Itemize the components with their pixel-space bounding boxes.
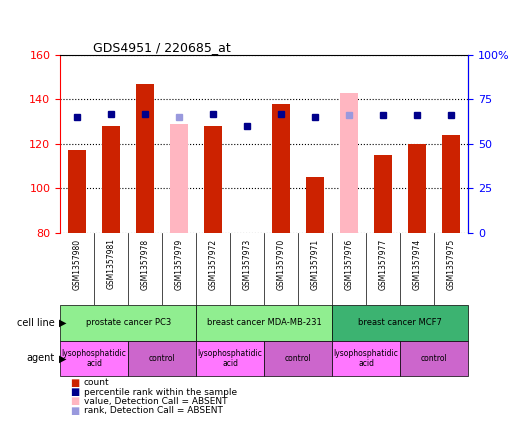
Bar xyxy=(128,341,196,376)
Bar xyxy=(204,126,222,233)
Text: control: control xyxy=(149,354,176,363)
Text: GSM1357977: GSM1357977 xyxy=(379,239,388,290)
Text: GSM1357971: GSM1357971 xyxy=(311,239,320,289)
Text: GSM1357973: GSM1357973 xyxy=(243,239,252,290)
Text: ■: ■ xyxy=(71,387,80,397)
Text: lysophosphatidic
acid: lysophosphatidic acid xyxy=(198,349,263,368)
Text: lysophosphatidic
acid: lysophosphatidic acid xyxy=(334,349,399,368)
Text: GSM1357979: GSM1357979 xyxy=(175,239,184,290)
Bar xyxy=(196,341,264,376)
Text: GSM1357981: GSM1357981 xyxy=(107,239,116,289)
Bar xyxy=(136,84,154,233)
Text: GSM1357976: GSM1357976 xyxy=(345,239,354,290)
Bar xyxy=(408,144,426,233)
Bar xyxy=(272,104,290,233)
Text: cell line: cell line xyxy=(17,318,55,327)
Bar xyxy=(400,341,468,376)
Text: GSM1357978: GSM1357978 xyxy=(141,239,150,289)
Text: ■: ■ xyxy=(71,396,80,407)
Text: breast cancer MDA-MB-231: breast cancer MDA-MB-231 xyxy=(207,318,322,327)
Text: ■: ■ xyxy=(71,378,80,388)
Text: lysophosphatidic
acid: lysophosphatidic acid xyxy=(62,349,127,368)
Bar xyxy=(60,341,128,376)
Bar xyxy=(264,341,332,376)
Text: GSM1357980: GSM1357980 xyxy=(73,239,82,289)
Bar xyxy=(68,151,86,233)
Bar xyxy=(340,93,358,233)
Text: ▶: ▶ xyxy=(59,354,66,363)
Text: GSM1357970: GSM1357970 xyxy=(277,239,286,290)
Text: percentile rank within the sample: percentile rank within the sample xyxy=(84,387,237,397)
Text: control: control xyxy=(420,354,448,363)
Text: control: control xyxy=(285,354,312,363)
Text: agent: agent xyxy=(27,354,55,363)
Bar xyxy=(170,124,188,233)
Text: breast cancer MCF7: breast cancer MCF7 xyxy=(358,318,442,327)
Text: ■: ■ xyxy=(71,406,80,416)
Bar xyxy=(374,155,392,233)
Bar xyxy=(196,305,332,341)
Text: prostate cancer PC3: prostate cancer PC3 xyxy=(85,318,171,327)
Bar xyxy=(60,305,196,341)
Text: GSM1357975: GSM1357975 xyxy=(447,239,456,290)
Bar xyxy=(332,305,468,341)
Bar xyxy=(332,341,400,376)
Text: count: count xyxy=(84,378,109,387)
Text: ▶: ▶ xyxy=(59,318,66,327)
Bar xyxy=(102,126,120,233)
Text: GSM1357972: GSM1357972 xyxy=(209,239,218,289)
Text: GDS4951 / 220685_at: GDS4951 / 220685_at xyxy=(93,41,231,54)
Bar xyxy=(442,135,460,233)
Text: rank, Detection Call = ABSENT: rank, Detection Call = ABSENT xyxy=(84,406,223,415)
Text: GSM1357974: GSM1357974 xyxy=(413,239,422,290)
Bar xyxy=(306,177,324,233)
Text: value, Detection Call = ABSENT: value, Detection Call = ABSENT xyxy=(84,397,227,406)
